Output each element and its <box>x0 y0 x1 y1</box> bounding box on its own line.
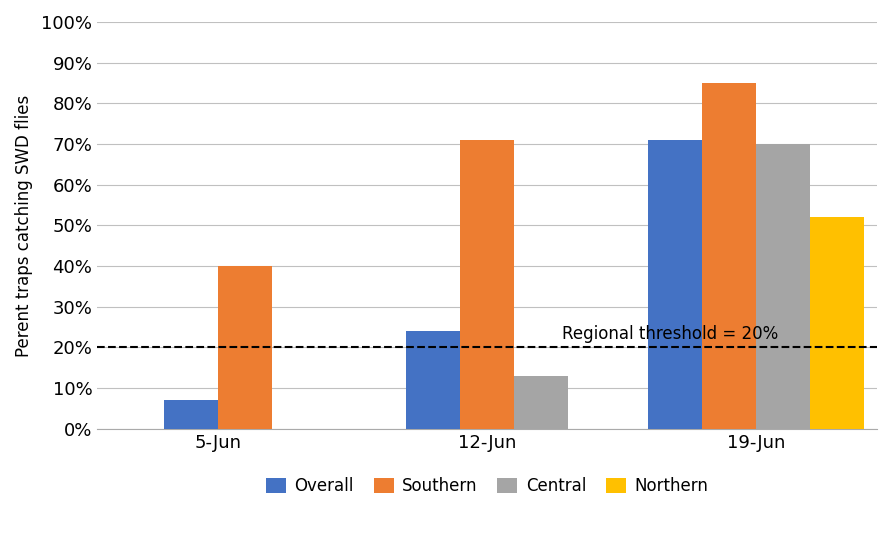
Bar <box>756 144 810 429</box>
Y-axis label: Perent traps catching SWD flies: Perent traps catching SWD flies <box>15 94 33 357</box>
Text: Regional threshold = 20%: Regional threshold = 20% <box>562 325 779 343</box>
Bar <box>219 266 272 429</box>
Bar <box>702 83 756 429</box>
Bar <box>514 376 568 429</box>
Bar <box>164 401 219 429</box>
Legend: Overall, Southern, Central, Northern: Overall, Southern, Central, Northern <box>260 470 715 502</box>
Bar <box>407 331 460 429</box>
Bar <box>810 217 863 429</box>
Bar <box>648 140 702 429</box>
Bar <box>460 140 514 429</box>
